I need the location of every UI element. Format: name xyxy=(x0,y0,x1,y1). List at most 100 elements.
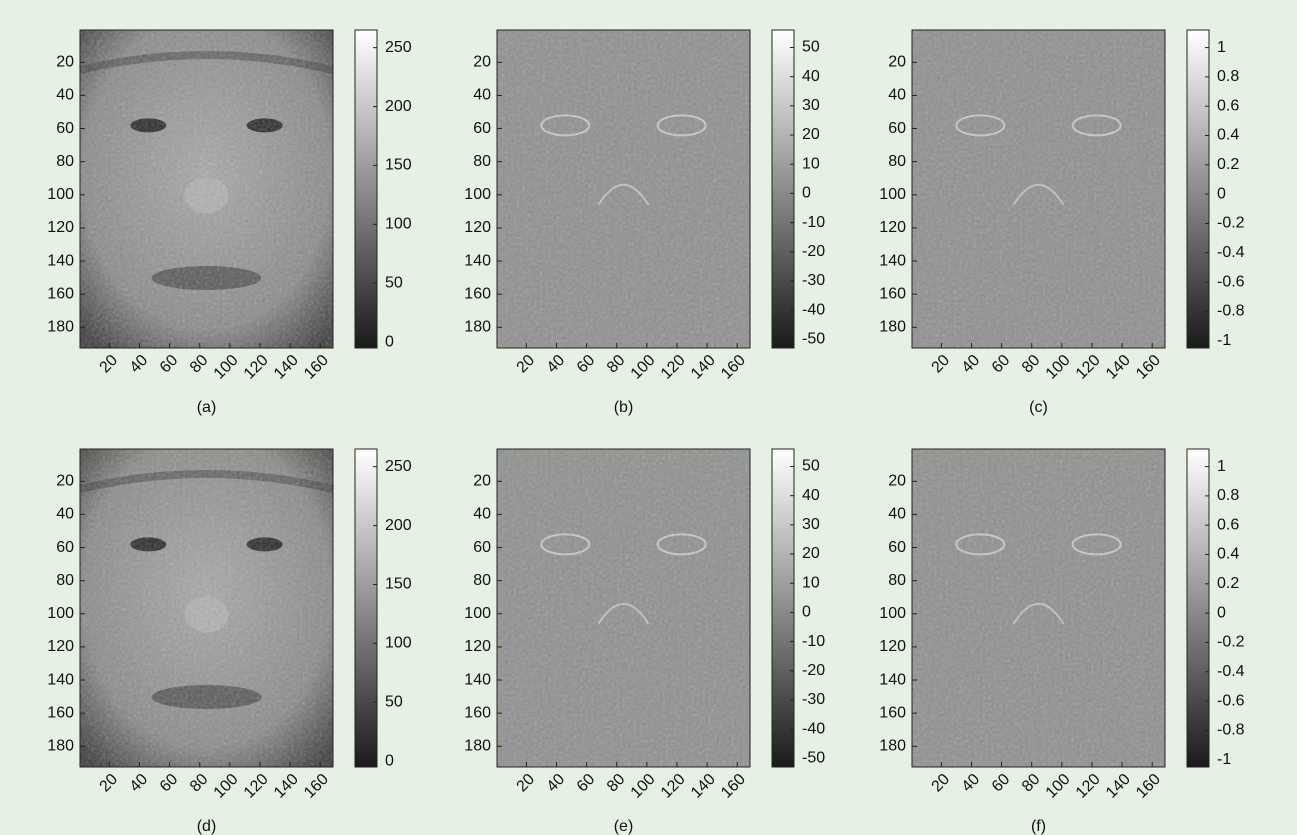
y-tick-label: 100 xyxy=(47,186,74,203)
colorbar-tick-label: 0.6 xyxy=(1217,516,1239,533)
y-tick-label: 140 xyxy=(879,671,906,688)
colorbar-tick-label: -40 xyxy=(802,720,825,737)
y-tick-label: 20 xyxy=(473,473,491,490)
caption: (a) xyxy=(197,399,217,416)
y-tick-label: 180 xyxy=(464,319,491,336)
colorbar-tick-label: 150 xyxy=(385,157,412,174)
image-panel xyxy=(497,30,750,348)
colorbar-tick-label: 150 xyxy=(385,576,412,593)
colorbar-tick-label: -0.6 xyxy=(1217,692,1245,709)
colorbar-tick-label: -50 xyxy=(802,330,825,347)
y-tick-label: 20 xyxy=(56,473,74,490)
colorbar-tick-label: -0.8 xyxy=(1217,303,1245,320)
caption: (e) xyxy=(614,818,634,835)
colorbar-tick-label: 0.4 xyxy=(1217,546,1239,563)
colorbar-tick-label: -0.4 xyxy=(1217,244,1245,261)
y-tick-label: 40 xyxy=(888,87,906,104)
colorbar-tick-label: 0.2 xyxy=(1217,575,1239,592)
y-tick-label: 20 xyxy=(56,54,74,71)
y-tick-label: 160 xyxy=(47,704,74,721)
image-panel xyxy=(80,30,333,348)
y-tick-label: 120 xyxy=(47,219,74,236)
colorbar-tick-label: -1 xyxy=(1217,751,1231,768)
colorbar-tick-label: 0.6 xyxy=(1217,97,1239,114)
colorbar-tick-label: -0.8 xyxy=(1217,722,1245,739)
colorbar-tick-label: 40 xyxy=(802,68,820,85)
colorbar-tick-label: 0 xyxy=(385,333,394,350)
y-tick-label: 140 xyxy=(464,252,491,269)
colorbar-tick-label: -30 xyxy=(802,691,825,708)
y-tick-label: 40 xyxy=(56,506,74,523)
colorbar-tick-label: 0.8 xyxy=(1217,68,1239,85)
colorbar-tick-label: -0.6 xyxy=(1217,273,1245,290)
colorbar-tick-label: 50 xyxy=(802,458,820,475)
caption: (c) xyxy=(1029,399,1048,416)
colorbar-tick-label: 0 xyxy=(1217,185,1226,202)
colorbar-tick-label: 0 xyxy=(385,752,394,769)
colorbar-tick-label: -50 xyxy=(802,749,825,766)
y-tick-label: 160 xyxy=(879,704,906,721)
colorbar-tick-label: 200 xyxy=(385,517,412,534)
colorbar-tick-label: 0 xyxy=(802,185,811,202)
y-tick-label: 80 xyxy=(56,153,74,170)
image-noise xyxy=(80,30,333,348)
y-tick-label: 140 xyxy=(879,252,906,269)
colorbar-tick-label: 100 xyxy=(385,635,412,652)
colorbar xyxy=(1187,449,1209,767)
caption: (b) xyxy=(614,399,634,416)
y-tick-label: 100 xyxy=(47,605,74,622)
y-tick-label: 120 xyxy=(879,219,906,236)
colorbar-tick-label: 0.2 xyxy=(1217,156,1239,173)
y-tick-label: 80 xyxy=(888,572,906,589)
colorbar-tick-label: 20 xyxy=(802,126,820,143)
image-panel xyxy=(912,30,1165,348)
y-tick-label: 120 xyxy=(464,219,491,236)
y-tick-label: 140 xyxy=(47,252,74,269)
y-tick-label: 60 xyxy=(888,120,906,137)
colorbar-tick-label: 40 xyxy=(802,487,820,504)
colorbar-tick-label: -20 xyxy=(802,243,825,260)
colorbar-tick-label: 250 xyxy=(385,39,412,56)
y-tick-label: 180 xyxy=(47,738,74,755)
y-tick-label: 120 xyxy=(47,638,74,655)
y-tick-label: 80 xyxy=(888,153,906,170)
image-panel xyxy=(497,449,750,767)
colorbar-tick-label: -10 xyxy=(802,214,825,231)
y-tick-label: 40 xyxy=(473,87,491,104)
colorbar-tick-label: -1 xyxy=(1217,332,1231,349)
y-tick-label: 20 xyxy=(473,54,491,71)
colorbar xyxy=(355,30,377,348)
y-tick-label: 20 xyxy=(888,473,906,490)
image-noise xyxy=(80,449,333,767)
y-tick-label: 180 xyxy=(879,738,906,755)
colorbar xyxy=(355,449,377,767)
image-panel xyxy=(80,449,333,767)
colorbar xyxy=(1187,30,1209,348)
colorbar-tick-label: -40 xyxy=(802,301,825,318)
y-tick-label: 100 xyxy=(464,605,491,622)
colorbar-tick-label: 1 xyxy=(1217,458,1226,475)
colorbar-tick-label: 100 xyxy=(385,216,412,233)
y-tick-label: 120 xyxy=(464,638,491,655)
image-noise xyxy=(497,449,750,767)
colorbar-tick-label: 10 xyxy=(802,155,820,172)
image-noise xyxy=(912,30,1165,348)
y-tick-label: 160 xyxy=(47,285,74,302)
colorbar-tick-label: 0 xyxy=(1217,604,1226,621)
y-tick-label: 40 xyxy=(56,87,74,104)
y-tick-label: 80 xyxy=(56,572,74,589)
colorbar-tick-label: 30 xyxy=(802,97,820,114)
colorbar-tick-label: -10 xyxy=(802,633,825,650)
y-tick-label: 20 xyxy=(888,54,906,71)
y-tick-label: 180 xyxy=(879,319,906,336)
y-tick-label: 100 xyxy=(879,605,906,622)
y-tick-label: 160 xyxy=(464,285,491,302)
colorbar-tick-label: 10 xyxy=(802,574,820,591)
y-tick-label: 100 xyxy=(879,186,906,203)
y-tick-label: 180 xyxy=(464,738,491,755)
colorbar xyxy=(772,449,794,767)
y-tick-label: 60 xyxy=(56,120,74,137)
image-noise xyxy=(912,449,1165,767)
y-tick-label: 60 xyxy=(56,539,74,556)
y-tick-label: 140 xyxy=(464,671,491,688)
